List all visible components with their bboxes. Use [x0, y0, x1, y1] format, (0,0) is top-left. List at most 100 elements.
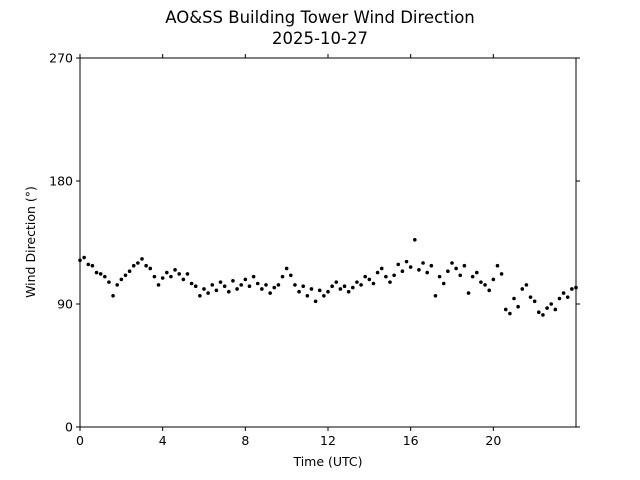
data-point: [404, 259, 409, 264]
data-point: [425, 270, 430, 275]
data-point: [487, 288, 492, 293]
data-point: [400, 269, 405, 274]
data-point: [136, 261, 140, 265]
data-point: [165, 270, 169, 275]
data-point: [169, 274, 173, 279]
data-point: [565, 295, 570, 299]
y-axis-label: Wind Direction (°): [23, 186, 38, 298]
data-point: [189, 281, 194, 286]
data-point: [512, 296, 516, 301]
data-point: [243, 277, 248, 282]
data-point: [499, 272, 504, 276]
data-point: [193, 284, 198, 289]
data-point: [541, 313, 545, 317]
data-point: [214, 288, 219, 293]
x-axis-label: Time (UTC): [292, 454, 362, 469]
data-point: [495, 263, 500, 268]
data-point: [206, 291, 210, 295]
chart-title: AO&SS Building Tower Wind Direction: [165, 8, 475, 27]
data-point: [549, 302, 553, 306]
chart-subtitle: 2025-10-27: [272, 29, 368, 48]
data-point: [466, 291, 471, 295]
data-point: [437, 274, 442, 279]
data-point: [462, 263, 467, 268]
data-point: [247, 284, 252, 289]
data-point: [227, 289, 231, 294]
data-point: [342, 284, 347, 289]
data-point: [421, 261, 425, 265]
data-point: [388, 280, 392, 284]
data-point: [160, 276, 165, 280]
data-point: [392, 273, 396, 278]
data-point: [334, 280, 339, 284]
y-tick-label: 90: [57, 297, 73, 312]
data-point: [417, 268, 421, 272]
data-point: [210, 283, 215, 287]
data-points: [78, 237, 578, 317]
data-point: [90, 263, 95, 268]
data-point: [470, 274, 475, 279]
data-point: [231, 278, 235, 283]
data-point: [363, 274, 368, 279]
x-tick-label: 12: [320, 433, 336, 448]
y-tick-label: 180: [49, 174, 73, 189]
data-point: [375, 270, 380, 275]
data-point: [148, 266, 153, 271]
data-point: [293, 283, 297, 287]
data-point: [570, 287, 574, 291]
data-point: [144, 263, 148, 268]
data-point: [532, 299, 537, 304]
data-point: [301, 284, 306, 289]
data-point: [280, 274, 285, 279]
data-point: [123, 273, 128, 278]
data-point: [276, 283, 281, 287]
data-point: [297, 289, 301, 294]
data-point: [441, 281, 446, 286]
data-point: [111, 294, 115, 298]
data-point: [524, 283, 529, 287]
data-point: [561, 291, 566, 295]
data-point: [82, 255, 86, 260]
data-point: [173, 268, 177, 272]
data-point: [94, 270, 99, 275]
data-point: [251, 274, 256, 279]
data-point: [359, 283, 363, 287]
plot-frame: [79, 57, 577, 428]
data-point: [289, 273, 293, 278]
data-point: [483, 283, 487, 287]
data-point: [98, 272, 103, 276]
data-point: [338, 287, 343, 291]
data-point: [346, 289, 351, 294]
data-point: [264, 283, 268, 287]
data-point: [322, 294, 326, 298]
data-point: [268, 291, 272, 295]
data-point: [491, 277, 496, 282]
data-point: [537, 310, 541, 315]
data-point: [140, 257, 144, 261]
data-point: [545, 306, 549, 310]
x-tick-label: 0: [76, 433, 84, 448]
data-point: [508, 311, 512, 316]
data-point: [429, 263, 434, 268]
data-point: [185, 272, 190, 276]
data-point: [553, 307, 558, 312]
data-point: [413, 237, 417, 242]
data-point: [317, 288, 322, 293]
data-point: [177, 272, 181, 276]
data-point: [326, 289, 330, 294]
data-point: [198, 294, 202, 298]
data-point: [86, 262, 91, 267]
data-point: [396, 262, 401, 267]
data-point: [202, 287, 206, 291]
data-point: [239, 283, 243, 287]
data-point: [305, 294, 310, 298]
data-point: [379, 266, 384, 271]
data-point: [181, 277, 186, 282]
data-point: [520, 287, 525, 291]
data-point: [371, 281, 376, 286]
data-point: [119, 277, 124, 282]
data-point: [272, 285, 277, 290]
data-point: [235, 287, 239, 291]
data-point: [408, 265, 413, 269]
